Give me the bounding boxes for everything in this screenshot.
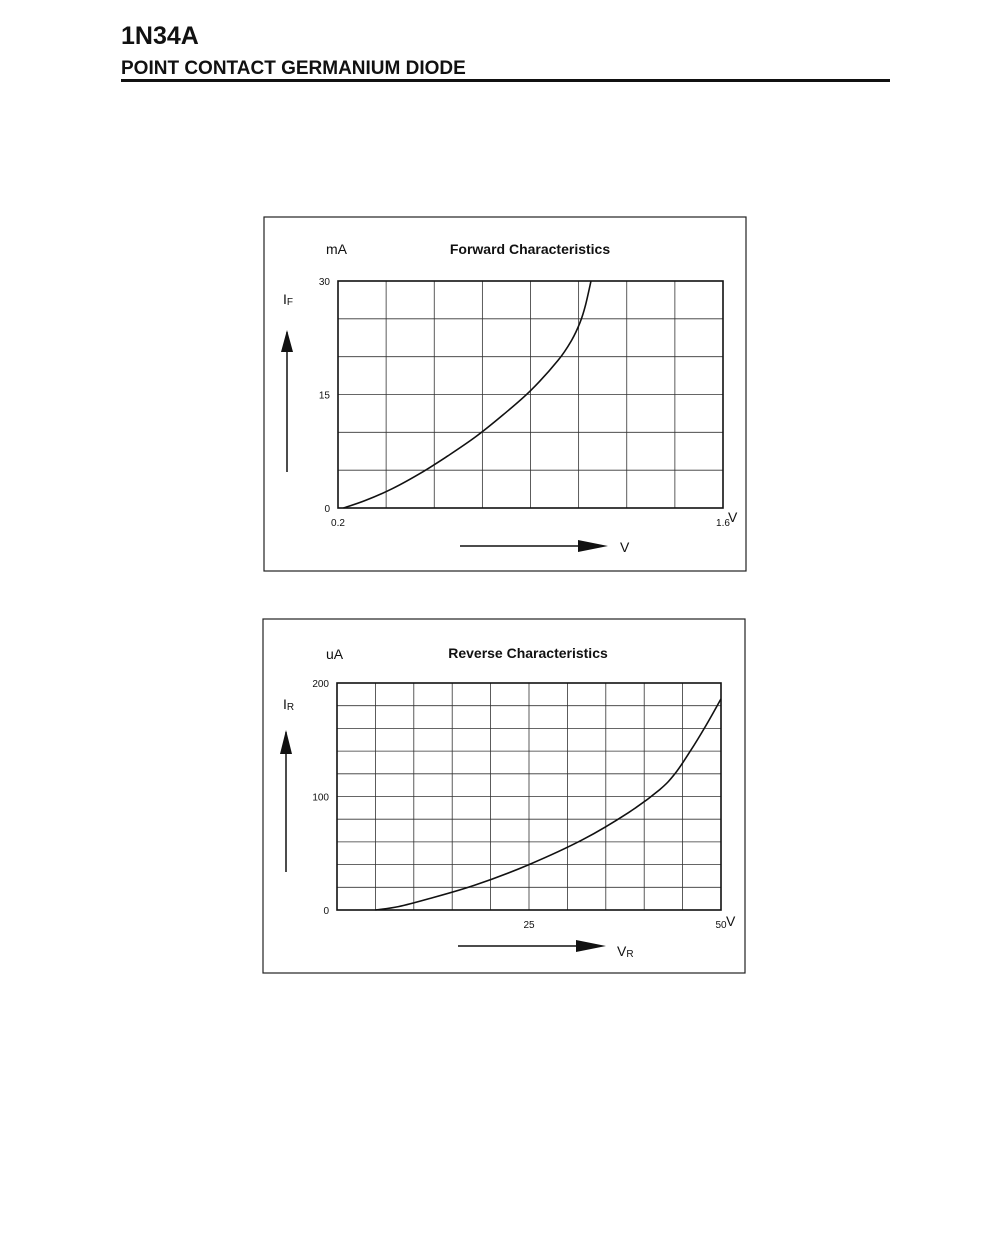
reverse-y-label-sub: R bbox=[287, 702, 294, 713]
forward-x-axis-label: V bbox=[620, 539, 630, 555]
reverse-y-arrowhead bbox=[280, 730, 292, 754]
forward-y-axis-label: IF bbox=[283, 291, 293, 308]
forward-chart-frame bbox=[263, 216, 747, 572]
forward-plot-area bbox=[337, 280, 724, 509]
reverse-y-label-main: I bbox=[283, 696, 287, 712]
forward-marks: 0 15 30 0.2 1.6 bbox=[319, 277, 731, 529]
reverse-x-label-sub: R bbox=[626, 949, 633, 960]
reverse-x-label-main: V bbox=[617, 943, 627, 959]
reverse-y-tick-label: 0 bbox=[323, 906, 329, 917]
reverse-y-axis-label: IR bbox=[283, 696, 294, 713]
reverse-y-tick-label: 100 bbox=[312, 793, 329, 804]
forward-chart-panel: mA Forward Characteristics IF 0 15 30 0.2 1.… bbox=[263, 216, 747, 572]
forward-x-label-main: V bbox=[620, 539, 630, 555]
title-underline bbox=[121, 79, 890, 82]
forward-chart-title: Forward Characteristics bbox=[450, 241, 610, 257]
document-subtitle: POINT CONTACT GERMANIUM DIODE bbox=[121, 58, 466, 79]
reverse-x-unit: V bbox=[726, 913, 736, 929]
forward-unit-label: mA bbox=[326, 241, 348, 257]
reverse-grid bbox=[337, 683, 721, 910]
reverse-x-axis-label: VR bbox=[617, 943, 634, 960]
reverse-x-tick-label: 25 bbox=[523, 920, 535, 931]
forward-y-tick-label: 0 bbox=[324, 504, 330, 515]
reverse-chart-frame bbox=[262, 618, 746, 974]
forward-y-tick-label: 30 bbox=[319, 277, 331, 288]
forward-x-tick-label: 0.2 bbox=[331, 518, 345, 529]
reverse-plot-area bbox=[336, 682, 722, 911]
forward-grid bbox=[338, 281, 723, 508]
forward-x-tick-label: 1.6 bbox=[716, 518, 730, 529]
reverse-y-tick-label: 200 bbox=[312, 679, 329, 690]
forward-characteristic-curve bbox=[343, 280, 592, 509]
forward-y-label-main: I bbox=[283, 291, 287, 307]
reverse-unit-label: uA bbox=[326, 646, 344, 662]
reverse-x-arrowhead bbox=[576, 940, 606, 952]
reverse-chart-title: Reverse Characteristics bbox=[448, 645, 608, 661]
part-number: 1N34A bbox=[121, 22, 199, 50]
forward-y-label-sub: F bbox=[287, 297, 293, 308]
reverse-x-tick-label: 50 bbox=[715, 920, 727, 931]
reverse-characteristic-curve bbox=[375, 698, 722, 911]
forward-y-tick-label: 15 bbox=[319, 391, 331, 402]
forward-x-arrowhead bbox=[578, 540, 608, 552]
reverse-marks: 0 100 200 25 50 bbox=[312, 679, 727, 931]
forward-x-unit: V bbox=[728, 509, 738, 525]
forward-y-arrowhead bbox=[281, 330, 293, 352]
